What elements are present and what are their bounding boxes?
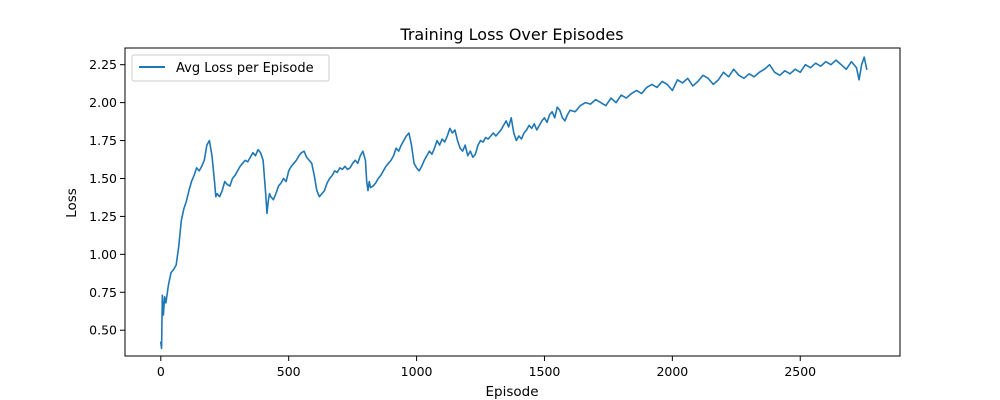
y-tick-label: 1.25 [89, 209, 117, 224]
y-axis-label: Loss [64, 188, 80, 218]
series-line-0 [160, 56, 868, 350]
axes-frame [124, 47, 901, 357]
x-tick-label: 0 [157, 364, 165, 379]
x-axis-label: Episode [485, 384, 538, 400]
legend-frame [131, 54, 330, 82]
legend-label: Avg Loss per Episode [176, 61, 314, 76]
x-tick-label: 500 [277, 364, 301, 379]
chart-title: Training Loss Over Episodes [399, 25, 623, 44]
x-tick-label: 2500 [784, 364, 816, 379]
y-tick-label: 2.25 [89, 57, 117, 72]
y-tick-label: 0.75 [89, 285, 117, 300]
plot-area [160, 56, 868, 350]
y-tick-label: 1.75 [89, 133, 117, 148]
x-tick-label: 2000 [656, 364, 688, 379]
y-tick-label: 1.50 [89, 171, 117, 186]
y-tick-label: 0.50 [89, 323, 117, 338]
legend: Avg Loss per Episode [131, 54, 330, 82]
y-axis: 0.50 0.75 1.00 1.25 1.50 1.75 2.00 2.25 [89, 57, 125, 338]
x-tick-label: 1500 [529, 364, 561, 379]
x-tick-label: 1000 [401, 364, 433, 379]
x-axis: 0 500 1000 1500 2000 2500 [157, 356, 816, 379]
y-tick-label: 2.00 [89, 95, 117, 110]
y-tick-label: 1.00 [89, 247, 117, 262]
